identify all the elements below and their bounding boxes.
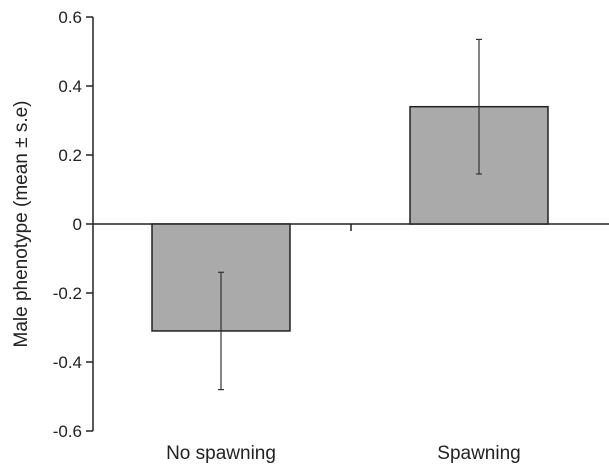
labels-layer: -0.6 -0.4 -0.2 0 0.2 0.4 0.6 No spawning Spawnin… [53,8,521,464]
y-tick-label: 0 [73,215,82,234]
x-category-label: Spawning [437,443,520,464]
y-tick-label: 0.4 [58,77,82,96]
y-tick-label: 0.2 [58,146,82,165]
y-tick-label: -0.2 [53,284,82,303]
error-bars-layer [218,38,482,391]
y-tick-label: -0.6 [53,422,82,441]
x-category-label: No spawning [166,443,276,464]
bars-layer [151,105,549,332]
y-axis-label: Male phenotype (mean ± s.e) [11,101,32,348]
y-tick-label: 0.6 [58,8,82,27]
y-tick-label: -0.4 [53,353,82,372]
